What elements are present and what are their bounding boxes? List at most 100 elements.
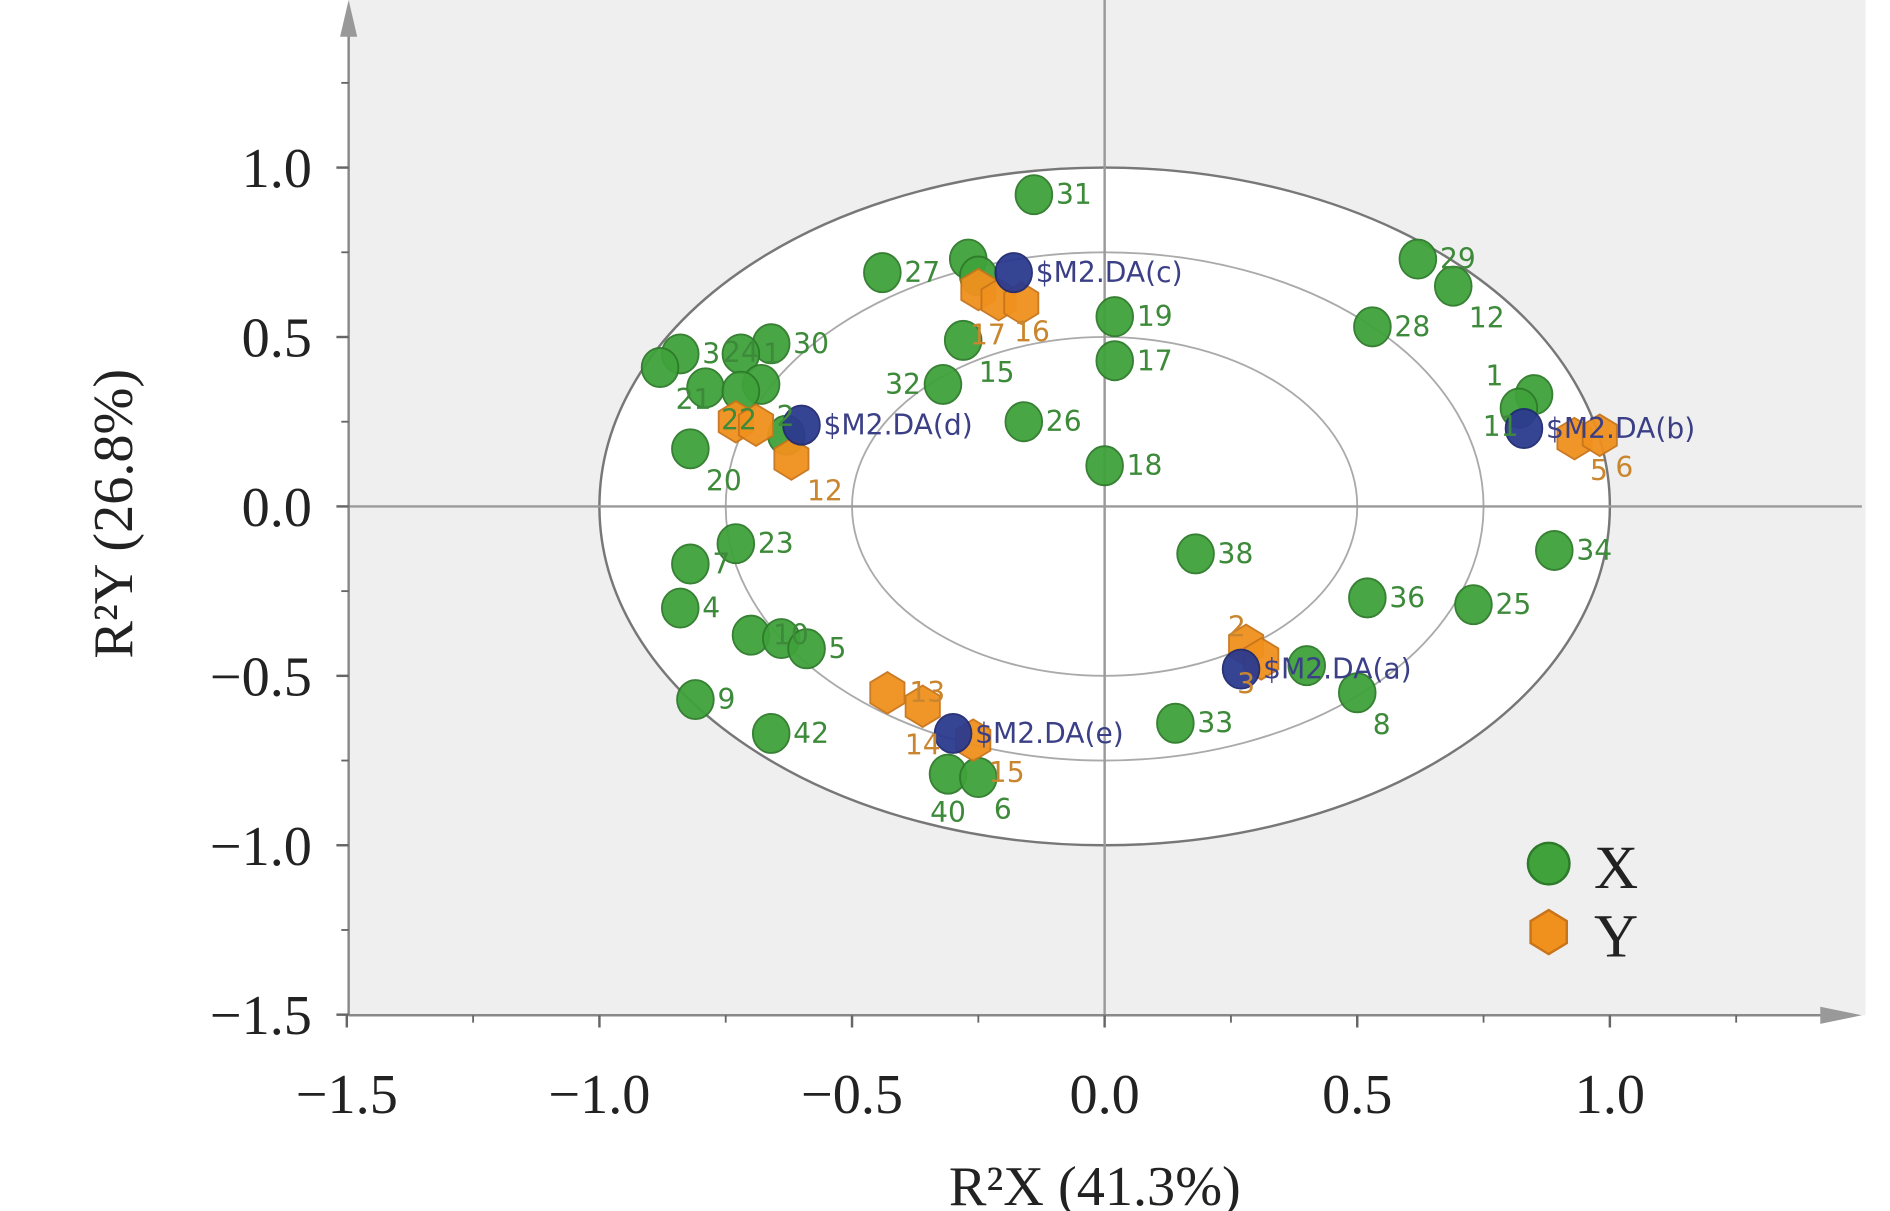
x-point-marker (1095, 340, 1135, 382)
x-axis-label: R²X (41.3%) (949, 1156, 1241, 1211)
y-point-label: 6 (1615, 451, 1633, 484)
x-point-label: 24 (723, 336, 759, 369)
x-point-label: 42 (793, 717, 829, 750)
x-point-label: 11 (1483, 410, 1519, 443)
x-point-marker (1433, 265, 1473, 307)
x-point-label: 3 (702, 337, 720, 370)
x-point-label: 9 (717, 683, 735, 716)
y-point-marker (773, 437, 810, 481)
x-tick-label: 1.0 (1575, 1064, 1645, 1126)
da-point-marker (994, 252, 1033, 294)
x-point-label: 22 (721, 403, 757, 436)
x-tick-label: 0.0 (1069, 1064, 1139, 1126)
x-point-label: 7 (712, 548, 730, 581)
x-point-label: 29 (1440, 243, 1476, 276)
da-point-marker (933, 712, 973, 754)
da-point-label: $M2.DA(e) (975, 717, 1124, 750)
x-tick-label: −1.5 (296, 1064, 398, 1126)
x-point-marker (751, 712, 791, 754)
x-point-label: 28 (1394, 310, 1430, 343)
x-point-marker (863, 252, 902, 294)
x-point-label: 2 (777, 400, 795, 433)
x-point-label: 21 (676, 383, 712, 416)
y-point-label: 3 (1237, 667, 1255, 700)
y-tick-label: −1.5 (210, 985, 312, 1047)
x-point-label: 8 (1373, 708, 1391, 741)
x-point-label: 32 (885, 368, 921, 401)
x-point-label: 30 (793, 327, 829, 360)
y-tick-label: 1.0 (242, 138, 312, 200)
x-point-marker (787, 628, 826, 670)
x-point-label: 27 (904, 256, 940, 289)
x-axis-arrow (1820, 1006, 1862, 1024)
x-point-label: 15 (979, 356, 1015, 389)
y-point-label: 12 (807, 475, 843, 508)
x-point-label: 31 (1056, 178, 1092, 211)
x-tick-label: −1.0 (548, 1064, 650, 1126)
x-point-label: 36 (1389, 581, 1425, 614)
x-point-marker (1085, 445, 1124, 487)
y-point-label: 2 (1228, 610, 1246, 643)
da-point-marker (1221, 648, 1261, 690)
x-point-marker (676, 679, 715, 721)
y-point-label: 13 (909, 676, 945, 709)
y-tick-label: −0.5 (210, 646, 312, 708)
da-point-label: $M2.DA(b) (1546, 412, 1695, 445)
x-point-marker (716, 523, 756, 565)
x-point-label: 17 (1137, 344, 1173, 377)
x-point-label: 33 (1197, 707, 1233, 740)
x-point-marker (671, 543, 710, 585)
x-point-label: 10 (773, 619, 809, 652)
x-point-marker (1454, 584, 1493, 626)
x-point-label: 40 (930, 796, 966, 829)
x-point-marker (1095, 296, 1135, 338)
y-point-label: 5 (1590, 454, 1608, 487)
x-point-marker (1535, 529, 1574, 571)
x-point-label: 1 (763, 337, 781, 370)
x-point-marker (1176, 533, 1215, 575)
da-point-marker (782, 404, 821, 446)
legend-x-marker (1526, 841, 1571, 886)
x-point-marker (1004, 401, 1044, 443)
x-point-marker (1287, 645, 1326, 687)
legend-y-marker (1529, 908, 1569, 956)
x-point-marker (671, 428, 710, 470)
y-point-marker (869, 670, 906, 715)
x-point-marker (943, 319, 983, 361)
y-tick-label: 0.0 (242, 477, 312, 539)
x-point-marker (1353, 306, 1392, 348)
x-point-label: 6 (994, 793, 1012, 826)
y-point-marker (1581, 413, 1618, 458)
x-point-label: 4 (702, 592, 720, 625)
y-point-label: 14 (905, 728, 941, 761)
x-point-label: 12 (1469, 302, 1505, 335)
y-axis-label: R²Y (26.8%) (83, 369, 145, 659)
y-point-label: 15 (989, 756, 1025, 789)
y-tick-label: −1.0 (210, 816, 312, 878)
x-tick-label: −0.5 (801, 1064, 903, 1126)
legend: X Y (1526, 834, 1638, 971)
da-point-label: $M2.DA(c) (1036, 256, 1183, 289)
x-point-label: 38 (1218, 537, 1254, 570)
x-point-marker (1014, 174, 1054, 216)
y-point-label: 17 (970, 319, 1006, 352)
legend-x-label: X (1594, 834, 1638, 902)
x-point-label: 20 (706, 464, 742, 497)
x-point-label: 5 (829, 632, 847, 665)
x-point-label: 18 (1127, 449, 1163, 482)
legend-y-label: Y (1594, 903, 1638, 971)
x-point-label: 26 (1046, 405, 1082, 438)
x-point-marker (640, 347, 680, 388)
x-point-label: 1 (1485, 360, 1503, 393)
x-tick-label: 0.5 (1322, 1064, 1392, 1126)
x-point-marker (1156, 702, 1195, 744)
x-point-label: 19 (1137, 300, 1173, 333)
x-point-marker (660, 587, 700, 629)
y-axis-arrow (340, 0, 358, 37)
da-point-marker (1504, 407, 1544, 449)
da-point-label: $M2.DA(a) (1263, 653, 1412, 686)
y-point-marker (737, 403, 775, 447)
y-point-marker (904, 684, 941, 729)
x-point-marker (1337, 672, 1377, 714)
